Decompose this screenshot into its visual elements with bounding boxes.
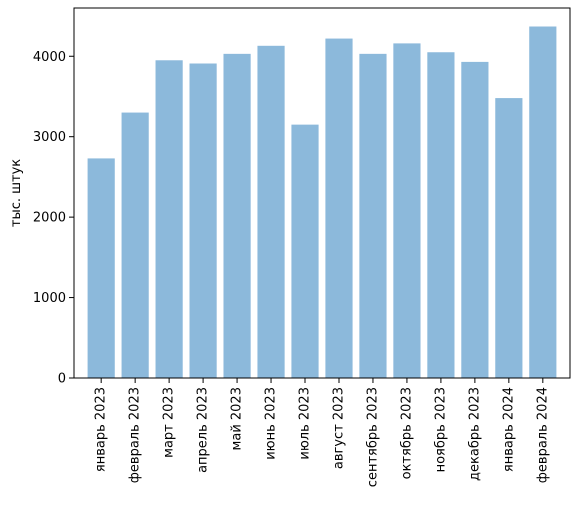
y-tick-label: 4000 xyxy=(33,50,66,65)
y-axis: 0 1000 2000 3000 4000 xyxy=(33,50,74,387)
y-tick-label: 2000 xyxy=(33,211,66,226)
x-tick-label: май 2023 xyxy=(230,387,245,450)
bar xyxy=(189,63,217,378)
bar xyxy=(461,61,489,378)
y-tick-label: 0 xyxy=(58,372,66,387)
bar xyxy=(359,53,387,378)
x-tick-label: август 2023 xyxy=(331,387,346,469)
x-tick-label: апрель 2023 xyxy=(196,387,211,473)
bars-group xyxy=(87,26,557,379)
y-tick-label: 3000 xyxy=(33,130,66,145)
x-tick-label: январь 2023 xyxy=(94,387,109,472)
x-tick-label: декабрь 2023 xyxy=(467,387,482,481)
bar xyxy=(87,158,115,378)
x-tick-label: июнь 2023 xyxy=(264,387,279,460)
x-tick-label: январь 2024 xyxy=(501,387,516,472)
bar xyxy=(529,26,557,378)
bar xyxy=(325,38,353,378)
x-tick-label: ноябрь 2023 xyxy=(433,387,448,472)
x-tick-label: октябрь 2023 xyxy=(399,387,414,479)
x-tick-label: февраль 2023 xyxy=(128,387,143,483)
bar xyxy=(495,98,523,378)
x-tick-label: февраль 2024 xyxy=(535,387,550,483)
bar xyxy=(427,52,455,379)
x-tick-label: сентябрь 2023 xyxy=(365,387,380,487)
x-tick-label: март 2023 xyxy=(162,387,177,458)
x-axis: январь 2023 февраль 2023 март 2023 апрель 2… xyxy=(94,378,550,487)
bar xyxy=(121,112,149,378)
bar xyxy=(257,45,285,379)
bar xyxy=(291,124,319,378)
x-tick-label: июль 2023 xyxy=(298,387,313,460)
bar xyxy=(393,43,421,378)
plot-frame xyxy=(73,7,571,379)
bar xyxy=(223,53,251,378)
y-axis-label: тыс. штук xyxy=(9,159,24,227)
bar xyxy=(155,60,183,378)
y-tick-label: 1000 xyxy=(33,291,66,306)
